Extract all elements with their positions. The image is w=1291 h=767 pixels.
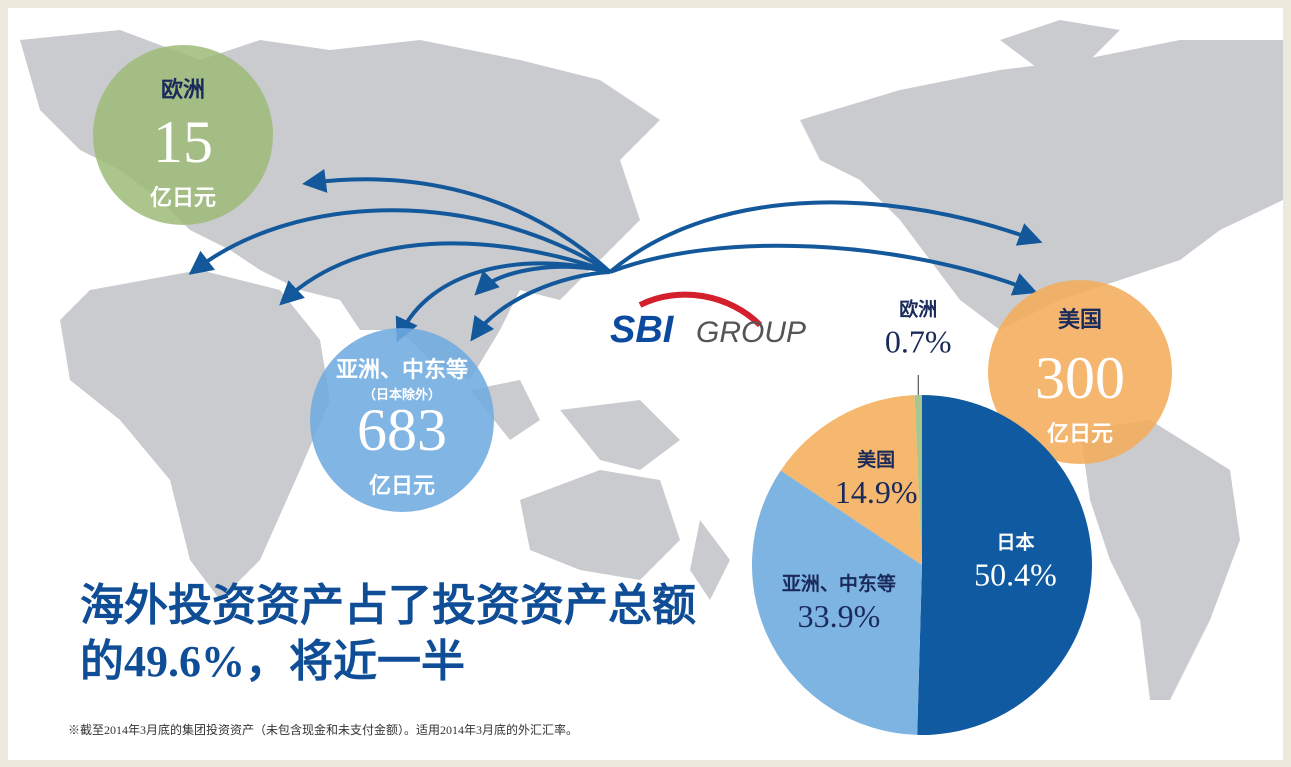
bubble-unit: 亿日元 <box>150 185 216 210</box>
bubble-unit: 亿日元 <box>1047 421 1113 446</box>
slice-value: 33.9% <box>798 598 881 634</box>
logo: SBI GROUP <box>610 291 806 351</box>
bubble-unit: 亿日元 <box>369 473 435 498</box>
slice-value: 50.4% <box>974 557 1057 593</box>
bubble-region: 亚洲、中东等 <box>336 357 468 382</box>
headline: 的49.6%，将近一半 <box>80 637 465 686</box>
bubble-europe: 欧洲 15 亿日元 <box>93 45 273 225</box>
slice-label: 亚洲、中东等 <box>782 572 896 595</box>
bubble-amount: 300 <box>1035 345 1125 411</box>
bubble-region: 美国 <box>1058 307 1102 332</box>
arrows <box>188 169 1043 343</box>
logo-text: GROUP <box>696 316 806 349</box>
slice-label: 欧洲 <box>899 297 937 320</box>
pie-slice <box>780 395 922 565</box>
bubble <box>310 328 494 512</box>
headline: 海外投资资产占了投资资产总额 <box>80 581 696 630</box>
pie-slice <box>914 395 922 565</box>
footnote: ※截至2014年3月底的集团投资资产（未包含现金和未支付金额）。适用2014年3… <box>68 722 578 737</box>
slice-label: 日本 <box>996 531 1034 554</box>
pie-slice <box>917 395 1092 735</box>
bubble-region: 欧洲 <box>161 77 205 102</box>
slice-value: 0.7% <box>885 323 952 359</box>
bubble-amount: 15 <box>153 109 213 175</box>
bubble <box>988 280 1172 464</box>
pie-chart: 日本 50.4% 亚洲、中东等 33.9% 美国 14.9% 欧洲 0.7% <box>751 297 1092 735</box>
bubble-note: （日本除外） <box>363 387 441 402</box>
world-map <box>20 20 1283 700</box>
logo-mark: SBI <box>610 309 675 351</box>
bubble <box>93 45 273 225</box>
pie-slice <box>751 470 922 735</box>
slice-value: 14.9% <box>835 474 918 510</box>
bubble-asia: 亚洲、中东等 （日本除外） 683 亿日元 <box>310 328 494 512</box>
slice-label: 美国 <box>857 448 895 471</box>
bubble-amount: 683 <box>357 397 447 463</box>
bubble-usa: 美国 300 亿日元 <box>988 280 1172 464</box>
